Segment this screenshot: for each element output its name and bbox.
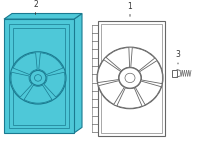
Text: 1: 1 (128, 2, 132, 11)
Polygon shape (4, 14, 82, 19)
Wedge shape (139, 61, 162, 84)
Wedge shape (11, 72, 32, 97)
Wedge shape (24, 85, 52, 103)
Wedge shape (135, 81, 161, 105)
Wedge shape (131, 48, 155, 71)
Wedge shape (98, 60, 121, 83)
Wedge shape (99, 81, 124, 104)
Polygon shape (98, 21, 165, 136)
Text: 3: 3 (176, 50, 180, 59)
Circle shape (119, 68, 141, 88)
Text: 2: 2 (33, 0, 38, 9)
Polygon shape (74, 14, 82, 133)
Polygon shape (4, 19, 74, 133)
Wedge shape (106, 48, 130, 71)
Circle shape (35, 75, 42, 81)
Circle shape (125, 73, 135, 83)
Wedge shape (39, 53, 63, 75)
Circle shape (97, 47, 163, 109)
Circle shape (30, 70, 46, 85)
Circle shape (10, 52, 66, 104)
Wedge shape (44, 72, 65, 97)
Wedge shape (13, 53, 37, 75)
Wedge shape (117, 88, 142, 108)
Polygon shape (172, 70, 177, 77)
